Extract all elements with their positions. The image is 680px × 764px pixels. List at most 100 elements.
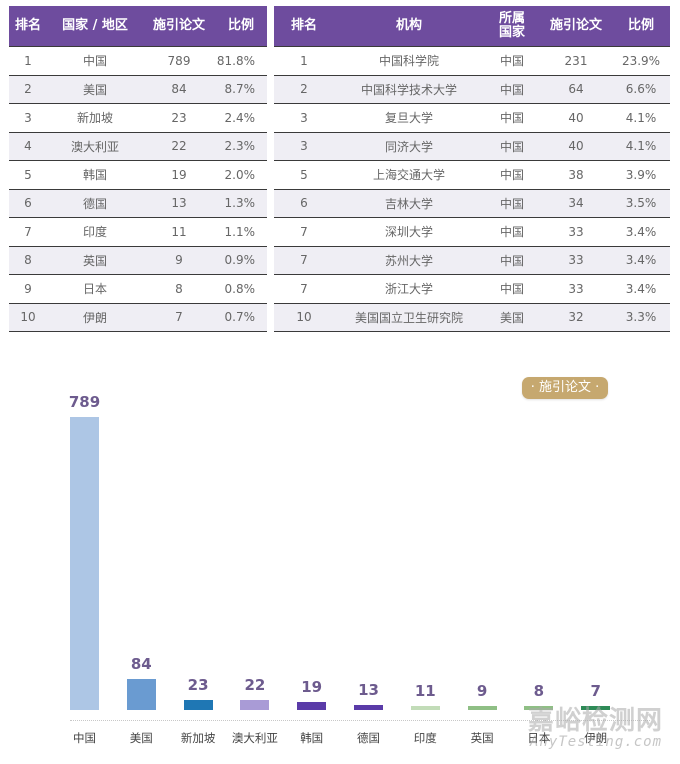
institution-row: 2 中国科学技术大学 中国 64 6.6%	[274, 74, 670, 104]
institution-row: 1 中国科学院 中国 231 23.9%	[274, 46, 670, 75]
cell-papers: 13	[143, 188, 215, 218]
country-row: 2 美国 84 8.7%	[9, 74, 267, 104]
cell-institution: 中国科学技术大学	[334, 74, 484, 104]
cell-pct: 4.1%	[612, 131, 670, 161]
bar-value-label: 19	[301, 678, 323, 696]
institution-row: 7 深圳大学 中国 33 3.4%	[274, 217, 670, 246]
cell-institution: 美国国立卫生研究院	[334, 302, 484, 332]
category-label: 中国	[73, 731, 96, 745]
cell-rank: 7	[274, 245, 334, 275]
cell-country: 韩国	[47, 160, 143, 189]
cell-country: 中国	[484, 103, 540, 132]
bar-value-label: 11	[414, 682, 436, 700]
bar	[354, 705, 383, 710]
country-row: 6 德国 13 1.3%	[9, 188, 267, 218]
country-row: 7 印度 11 1.1%	[9, 217, 267, 246]
cell-papers: 23	[143, 103, 215, 132]
header-papers: 施引论文	[143, 6, 215, 47]
cell-papers: 33	[540, 274, 612, 303]
cell-country: 中国	[484, 245, 540, 275]
header-country-line1: 所属	[498, 11, 525, 26]
cell-rank: 10	[274, 302, 334, 332]
bar-value-label: 13	[358, 681, 379, 699]
cell-rank: 7	[274, 217, 334, 246]
cell-institution: 苏州大学	[334, 245, 484, 275]
cell-papers: 40	[540, 131, 612, 161]
cell-rank: 5	[274, 160, 334, 189]
cell-pct: 81.8%	[215, 46, 267, 75]
category-label: 新加坡	[180, 731, 216, 745]
header-pct: 比例	[612, 6, 670, 47]
cell-institution: 上海交通大学	[334, 160, 484, 189]
cell-country: 中国	[484, 74, 540, 104]
x-axis-baseline	[70, 720, 650, 721]
legend-badge: · 施引论文 ·	[522, 377, 608, 399]
cell-rank: 2	[9, 74, 47, 104]
bar-value-label: 7	[590, 682, 601, 700]
cell-country: 印度	[47, 217, 143, 246]
cell-papers: 7	[143, 302, 215, 332]
country-row: 4 澳大利亚 22 2.3%	[9, 131, 267, 161]
cell-papers: 22	[143, 131, 215, 161]
cell-pct: 3.3%	[612, 302, 670, 332]
cell-country: 新加坡	[47, 103, 143, 132]
bar	[467, 706, 497, 710]
bar	[70, 417, 99, 710]
cell-papers: 11	[143, 217, 215, 246]
bar	[524, 706, 554, 710]
institution-row: 3 复旦大学 中国 40 4.1%	[274, 103, 670, 132]
cell-country: 中国	[47, 46, 143, 75]
cell-rank: 2	[274, 74, 334, 104]
cell-pct: 1.1%	[215, 217, 267, 246]
bar	[126, 679, 156, 710]
category-label: 日本	[527, 731, 551, 745]
cell-pct: 2.3%	[215, 131, 267, 161]
cell-papers: 9	[143, 245, 215, 275]
institution-row: 3 同济大学 中国 40 4.1%	[274, 131, 670, 161]
header-affiliated-country: 所属 国家	[484, 6, 540, 47]
cell-papers: 84	[143, 74, 215, 104]
header-pct: 比例	[215, 6, 267, 47]
header-country: 国家 / 地区	[47, 6, 143, 47]
cell-country: 中国	[484, 46, 540, 75]
cell-rank: 7	[274, 274, 334, 303]
category-label: 韩国	[300, 731, 324, 745]
cell-rank: 1	[274, 46, 334, 75]
cell-pct: 1.3%	[215, 188, 267, 218]
cell-rank: 1	[9, 46, 47, 75]
institution-row: 5 上海交通大学 中国 38 3.9%	[274, 160, 670, 189]
bar	[410, 706, 440, 710]
bar-value-label: 84	[130, 655, 152, 673]
category-label: 德国	[357, 731, 380, 745]
header-rank: 排名	[9, 6, 47, 47]
bar	[581, 706, 611, 710]
cell-pct: 3.9%	[612, 160, 670, 189]
cell-pct: 0.9%	[215, 245, 267, 275]
cell-institution: 吉林大学	[334, 188, 484, 218]
country-row: 3 新加坡 23 2.4%	[9, 103, 267, 132]
cell-country: 中国	[484, 131, 540, 161]
cell-rank: 3	[274, 131, 334, 161]
bar-value-label: 8	[533, 682, 545, 700]
cell-country: 德国	[47, 188, 143, 218]
cell-pct: 3.5%	[612, 188, 670, 218]
cell-pct: 4.1%	[612, 103, 670, 132]
bar	[240, 700, 270, 710]
cell-papers: 19	[143, 160, 215, 189]
bar	[297, 702, 327, 710]
institution-ranking-table: 排名 机构 所属 国家 施引论文 比例 1 中国科学院 中国 231 23.9% 2 中国科学…	[274, 6, 670, 332]
cell-rank: 6	[274, 188, 334, 218]
category-label: 美国	[129, 731, 153, 745]
cell-pct: 3.4%	[612, 217, 670, 246]
watermark-text: 嘉峪检测网	[528, 706, 664, 736]
cell-country: 中国	[484, 160, 540, 189]
cell-pct: 2.0%	[215, 160, 267, 189]
cell-country: 中国	[484, 274, 540, 303]
institution-row: 7 苏州大学 中国 33 3.4%	[274, 245, 670, 275]
cell-rank: 7	[9, 217, 47, 246]
cell-rank: 8	[9, 245, 47, 275]
cell-rank: 9	[9, 274, 47, 303]
cell-pct: 8.7%	[215, 74, 267, 104]
cell-papers: 40	[540, 103, 612, 132]
cell-country: 澳大利亚	[47, 131, 143, 161]
